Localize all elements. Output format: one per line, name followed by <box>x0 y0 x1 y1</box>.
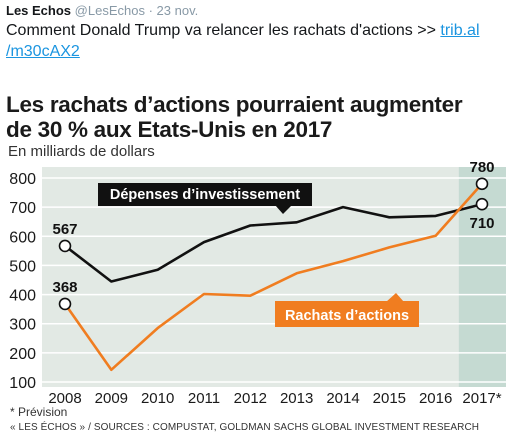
tweet-body: Comment Donald Trump va relancer les rac… <box>6 22 441 39</box>
x-tick-label: 2013 <box>280 390 313 407</box>
series-name-buybacks: Rachats d’actions <box>285 308 409 324</box>
buybacks-pointer <box>386 293 404 302</box>
tweet-author[interactable]: Les Echos <box>6 3 72 18</box>
data-label-buybacks-end: 780 <box>469 159 494 176</box>
data-label-investment-start: 567 <box>52 221 77 238</box>
x-tick-label: 2011 <box>188 390 220 407</box>
y-tick-label: 800 <box>9 171 36 188</box>
data-point-marker <box>475 197 489 211</box>
x-tick-label: 2008 <box>48 390 81 407</box>
tweet-header: Les Echos @LesEchos · 23 nov. <box>6 3 198 18</box>
y-tick-label: 700 <box>9 200 36 217</box>
x-tick-label: 2015 <box>373 390 406 407</box>
x-tick-label: 2012 <box>234 390 267 407</box>
tweet-text: Comment Donald Trump va relancer les rac… <box>6 20 512 62</box>
series-line <box>63 182 483 372</box>
data-point-marker <box>475 177 489 191</box>
tweet-date[interactable]: 23 nov. <box>156 3 199 18</box>
tweet-link[interactable]: trib.al/m30cAX2 <box>6 22 480 60</box>
chart-sources: « LES ÉCHOS » / SOURCES : COMPUSTAT, GOL… <box>10 422 480 433</box>
series-name-investment-box <box>98 183 312 206</box>
y-tick-label: 200 <box>9 346 36 363</box>
y-tick-label: 100 <box>9 375 36 392</box>
chart-title-line2: de 30 % aux Etats-Unis en 2017 <box>6 117 333 142</box>
y-tick-label: 600 <box>9 229 36 246</box>
chart-subtitle: En milliards de dollars <box>8 143 155 160</box>
chart-title: Les rachats d’actions pourraient augment… <box>6 92 506 142</box>
series-line <box>64 202 483 283</box>
series-name-buybacks-box <box>275 301 419 327</box>
x-tick-label: 2009 <box>95 390 128 407</box>
tweet-link-part2[interactable]: /m30cAX2 <box>6 43 80 60</box>
chart-title-line1: Les rachats d’actions pourraient augment… <box>6 92 463 117</box>
data-point-marker <box>58 297 72 311</box>
x-tick-label: 2010 <box>141 390 174 407</box>
y-tick-label: 400 <box>9 288 36 305</box>
tweet-link-part1[interactable]: trib.al <box>440 22 480 39</box>
tweet-handle[interactable]: @LesEchos <box>74 3 145 18</box>
investment-pointer <box>275 205 292 214</box>
data-label-investment-end: 710 <box>469 215 494 232</box>
x-tick-label: 2014 <box>326 390 359 407</box>
x-tick-label: 2016 <box>419 390 452 407</box>
data-label-buybacks-start: 368 <box>52 279 77 296</box>
series-name-investment: Dépenses d’investissement <box>110 187 300 203</box>
y-tick-label: 300 <box>9 317 36 334</box>
tweet-separator: · <box>148 3 153 18</box>
x-tick-label: 2017* <box>462 390 501 407</box>
y-tick-label: 500 <box>9 258 36 275</box>
data-point-marker <box>58 239 72 253</box>
chart-footnote: * Prévision <box>10 405 68 419</box>
